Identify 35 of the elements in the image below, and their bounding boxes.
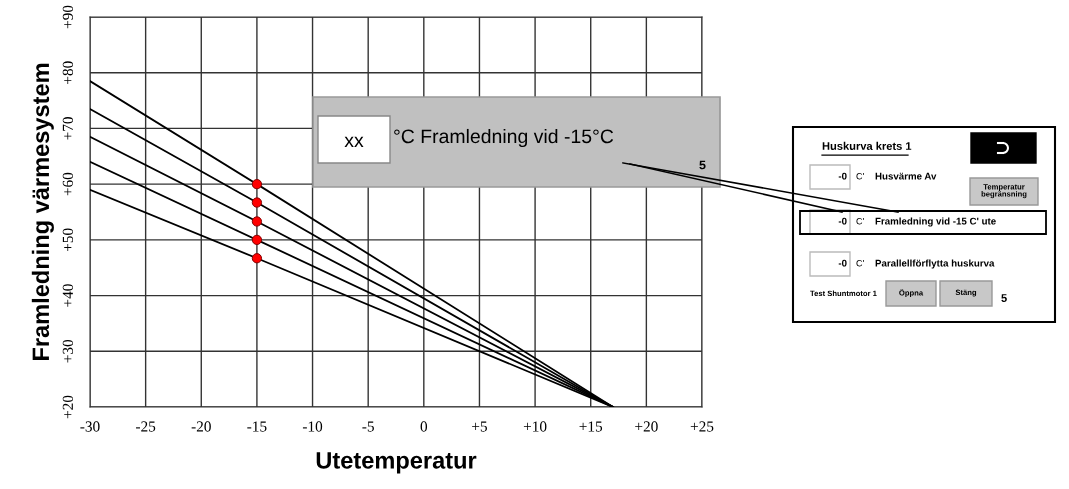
text: C' [856, 218, 864, 225]
text: Framledning vid -15 C' ute [875, 217, 996, 227]
x-tick-label: -30 [80, 421, 100, 432]
x-tick-label: +20 [635, 421, 658, 432]
x-tick-label: -10 [302, 421, 323, 432]
x-tick-label: +10 [523, 421, 547, 432]
y-tick-label: +50 [62, 228, 74, 252]
y-tick-label: +70 [62, 117, 74, 140]
y-tick-label: +90 [62, 5, 74, 29]
y-tick-label: +80 [62, 61, 74, 84]
text: 5 [1001, 294, 1007, 302]
x-tick-label: +15 [579, 421, 603, 432]
annotation: 5 [699, 160, 706, 170]
y-tick-label: +40 [62, 284, 74, 307]
x-tick-label: -20 [191, 421, 211, 432]
x-tick-label: +25 [690, 421, 714, 432]
text: -0 [838, 217, 847, 225]
y-tick-label: +30 [62, 339, 74, 363]
annotation: xx [344, 136, 364, 148]
x-tick-label: +5 [472, 421, 487, 432]
y-tick-label: +60 [62, 172, 74, 196]
x-tick-label: -25 [136, 421, 156, 432]
x-tick-label: -5 [362, 421, 374, 432]
text: -0 [838, 172, 847, 180]
text: Huskurva krets 1 [822, 141, 912, 150]
text: Husvärme Av [875, 172, 937, 180]
x-tick-label: 0 [420, 421, 428, 432]
x-tick-label: -15 [247, 421, 267, 432]
text: C' [856, 260, 864, 267]
y-axis-title: Framledning värmesystem [31, 63, 54, 361]
text: -0 [838, 259, 847, 267]
text: C' [856, 173, 864, 180]
text: Parallellförflytta huskurva [875, 259, 995, 269]
x-axis-title: Utetemperatur [316, 452, 477, 474]
annotation: °C Framledning vid -15°C [394, 128, 614, 148]
